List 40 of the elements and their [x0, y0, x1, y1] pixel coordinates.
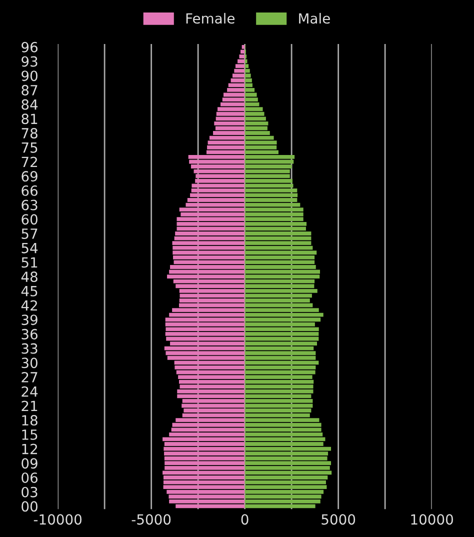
x-tick-label: 0 — [241, 514, 248, 525]
y-tick-label: 87 — [22, 84, 38, 96]
y-tick-label: 90 — [22, 70, 38, 82]
y-tick-label: 45 — [21, 286, 38, 296]
y-tick-label: 48 — [21, 272, 38, 282]
y-tick-label: 15 — [22, 430, 38, 440]
x-tick-label: -10000 — [34, 514, 82, 525]
y-tick-label: 72 — [22, 156, 37, 168]
y-tick-label: 27 — [22, 372, 38, 382]
y-tick-label: 57 — [22, 228, 38, 239]
y-tick-label: 93 — [22, 56, 38, 67]
y-tick-label: 84 — [22, 99, 38, 110]
y-tick-label: 09 — [22, 458, 38, 469]
y-tick-label: 00 — [22, 501, 38, 512]
y-tick-label: 81 — [22, 114, 38, 124]
legend-label: Female — [186, 12, 234, 24]
x-tick-label: 10000 — [411, 514, 453, 525]
y-tick-label: 51 — [22, 257, 38, 268]
x-tick-label: -5000 — [132, 514, 171, 525]
y-tick-label: 06 — [22, 472, 38, 483]
y-tick-label: 03 — [22, 486, 38, 498]
y-tick-label: 54 — [22, 243, 38, 254]
y-tick-label: 63 — [22, 200, 38, 210]
y-tick-label: 12 — [22, 444, 37, 454]
y-tick-label: 33 — [22, 343, 38, 354]
y-tick-label: 69 — [22, 171, 38, 182]
y-tick-label: 39 — [22, 314, 38, 326]
y-tick-label: 18 — [22, 415, 38, 426]
legend-label: Male — [299, 12, 330, 24]
y-tick-label: 78 — [22, 128, 38, 138]
y-tick-label: 75 — [22, 142, 38, 153]
y-tick-label: 60 — [22, 214, 38, 225]
y-tick-label: 96 — [22, 42, 38, 52]
y-tick-label: 66 — [22, 185, 38, 196]
y-tick-label: 30 — [22, 358, 38, 368]
x-tick-label: 5000 — [322, 514, 356, 525]
y-tick-label: 24 — [22, 386, 38, 397]
y-tick-label: 36 — [22, 328, 38, 340]
y-tick-label: 21 — [22, 400, 38, 412]
y-tick-label: 42 — [21, 300, 37, 311]
